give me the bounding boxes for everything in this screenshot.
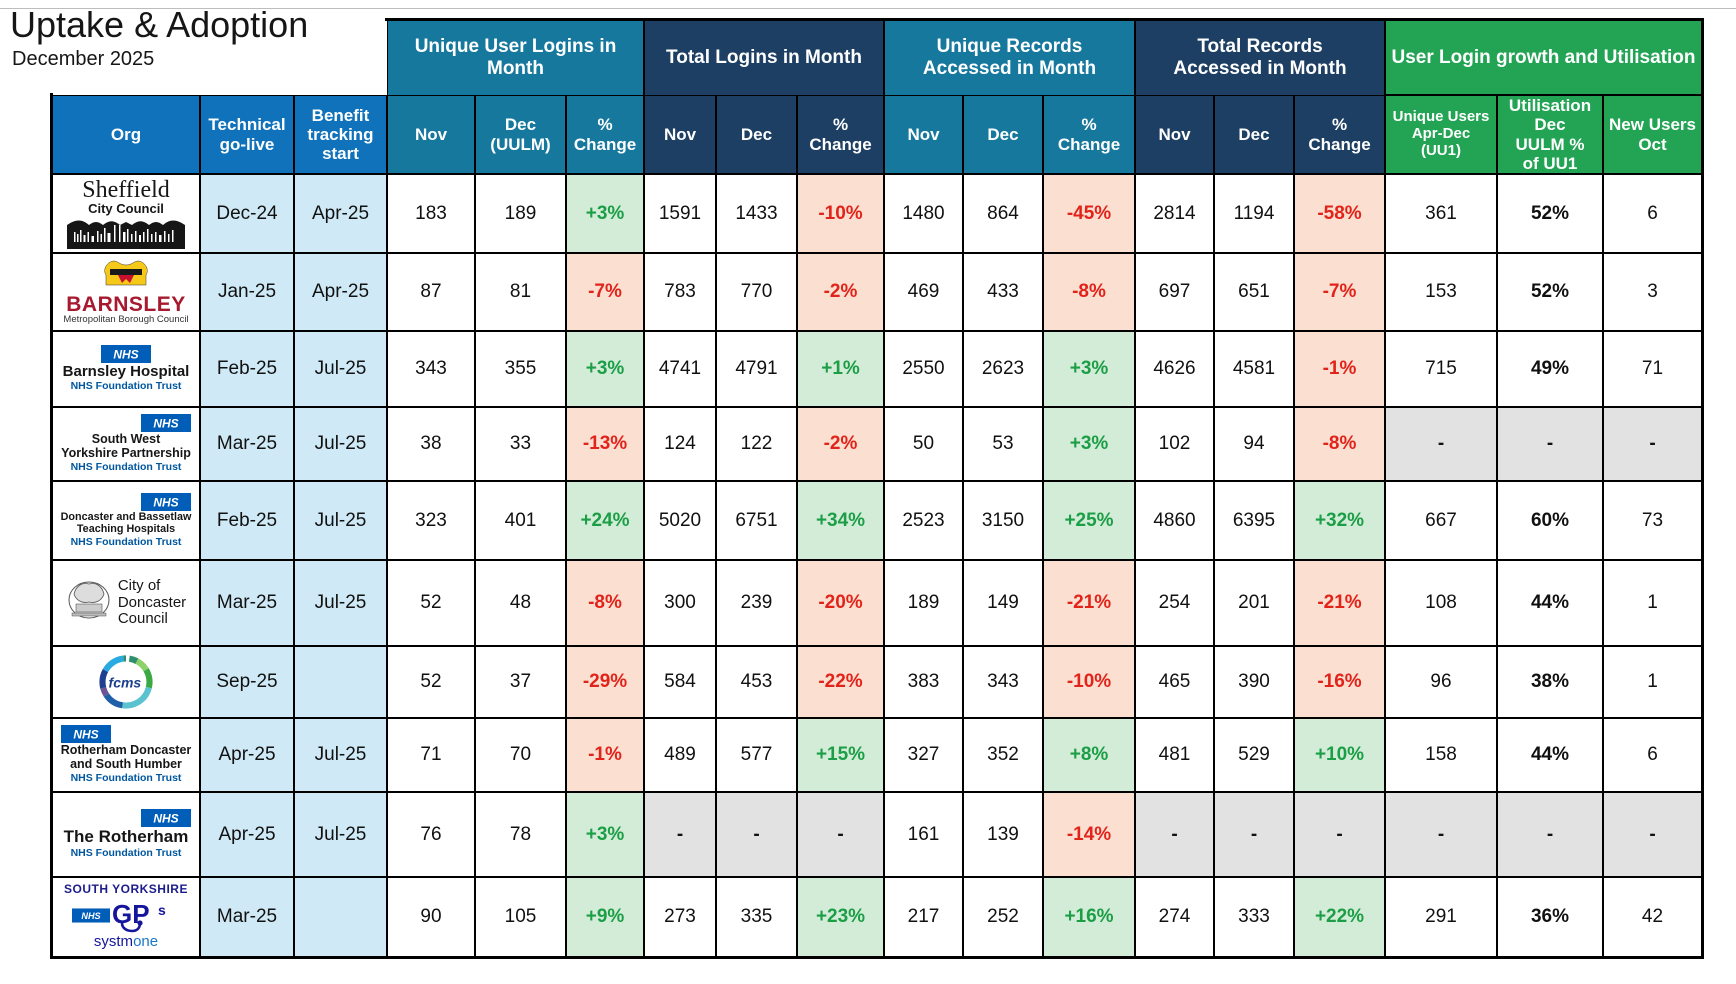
svg-text:NHS: NHS [153,812,178,826]
svg-text:NHS: NHS [81,911,100,921]
svg-text:s: s [158,902,166,918]
svg-text:NHS: NHS [113,347,138,361]
svg-text:GP: GP [112,899,150,929]
svg-text:NHS: NHS [73,728,98,742]
svg-text:fcms: fcms [109,675,142,691]
svg-text:NHS: NHS [153,495,178,509]
svg-text:NHS: NHS [153,417,178,431]
